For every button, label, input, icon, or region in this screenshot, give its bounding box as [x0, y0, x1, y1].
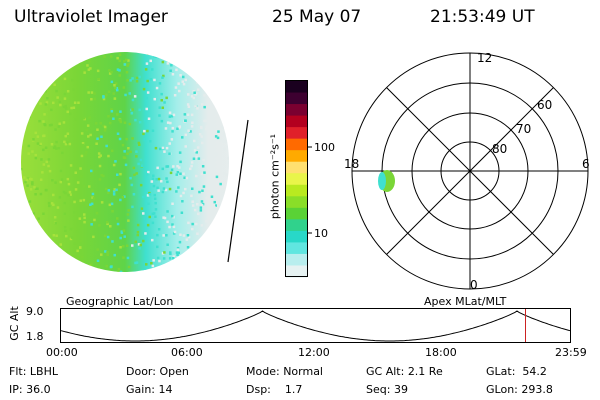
lat-label-80: 80 [492, 142, 507, 156]
param-ip: IP: 36.0 [9, 383, 51, 396]
aurora-spot-edge [378, 172, 386, 190]
colorbar-swatch [286, 253, 307, 267]
strip-left-title: Geographic Lat/Lon [66, 295, 174, 308]
colorbar-swatch [286, 207, 307, 220]
colorbar-units: photon cm⁻²s⁻¹ [268, 133, 282, 220]
param-glat: GLat: 54.2 [486, 365, 547, 378]
colorbar-swatch [286, 81, 307, 94]
mlt-label-18: 18 [344, 157, 359, 171]
param-dsp: Dsp: 1.7 [246, 383, 303, 396]
colorbar-swatch [286, 161, 307, 174]
param-glon: GLon: 293.8 [486, 383, 553, 396]
colorbar-swatch [286, 265, 307, 278]
instrument-title: Ultraviolet Imager [14, 7, 168, 27]
colorbar-tick-100: 100 [314, 141, 335, 154]
colorbar-swatch [286, 150, 307, 163]
colorbar-swatch [286, 115, 307, 128]
strip-y-axis-label: GC Alt [7, 306, 21, 341]
mlt-label-12: 12 [477, 51, 492, 65]
colorbar-swatch [286, 219, 307, 232]
mlt-label-6: 6 [582, 157, 590, 171]
colorbar-swatch [286, 173, 307, 186]
altitude-curve [60, 310, 571, 342]
colorbar-tick-10: 10 [314, 227, 328, 240]
param-filter: Flt: LBHL [9, 365, 58, 378]
strip-x-tick-2: 12:00 [298, 346, 330, 359]
strip-right-title: Apex MLat/MLT [424, 295, 507, 308]
param-gain: Gain: 14 [126, 383, 173, 396]
strip-x-tick-3: 18:00 [425, 346, 457, 359]
strip-y-tick-1-8: 1.8 [26, 330, 44, 343]
colorbar-swatch [286, 138, 307, 151]
param-mode: Mode: Normal [246, 365, 323, 378]
header-time: 21:53:49 UT [430, 7, 535, 27]
colorbar: 100 10 photon cm⁻²s⁻¹ [268, 78, 338, 278]
colorbar-swatch [286, 230, 307, 244]
param-seq: Seq: 39 [366, 383, 408, 396]
colorbar-swatch [286, 196, 307, 209]
mlt-label-0: 0 [470, 278, 478, 292]
param-gc-alt: GC Alt: 2.1 Re [366, 365, 443, 378]
terminator-line [227, 119, 249, 263]
strip-y-tick-9: 9.0 [26, 305, 44, 318]
polar-plot: 12 18 6 0 60 70 80 [344, 51, 590, 292]
strip-x-tick-1: 06:00 [171, 346, 203, 359]
colorbar-swatch [286, 127, 307, 140]
colorbar-swatch [286, 104, 307, 117]
colorbar-swatch [286, 92, 307, 105]
strip-x-tick-4: 23:59 [555, 346, 587, 359]
header-date: 25 May 07 [272, 7, 362, 27]
param-door: Door: Open [126, 365, 189, 378]
orbit-altitude-strip [60, 308, 571, 343]
lat-label-70: 70 [516, 122, 531, 136]
lat-label-60: 60 [537, 98, 552, 112]
uv-earth-image [21, 52, 249, 272]
colorbar-swatch [286, 242, 307, 255]
strip-x-tick-0: 00:00 [46, 346, 78, 359]
colorbar-swatch [286, 184, 307, 197]
